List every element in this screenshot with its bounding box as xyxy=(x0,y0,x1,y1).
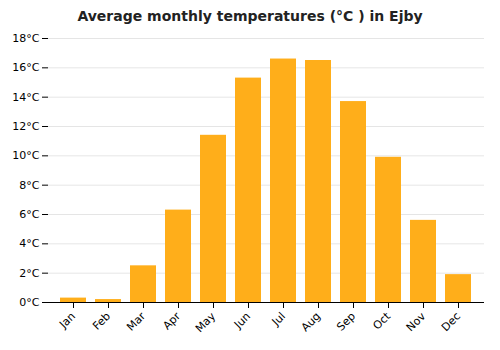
svg-text:14°C: 14°C xyxy=(12,91,39,104)
svg-text:Aug: Aug xyxy=(299,310,323,334)
svg-text:Jan: Jan xyxy=(56,310,78,332)
svg-text:May: May xyxy=(193,309,219,335)
svg-text:8°C: 8°C xyxy=(19,179,39,192)
html-text:Average monthly temperatures (: Average monthly temperatures (°C ) in Ej… xyxy=(77,8,423,24)
svg-text:Jul: Jul xyxy=(269,310,288,329)
svg-text:Mar: Mar xyxy=(124,309,148,333)
svg-text:6°C: 6°C xyxy=(19,208,39,221)
svg-text:Nov: Nov xyxy=(404,309,429,334)
svg-text:2°C: 2°C xyxy=(19,267,39,280)
svg-text:18°C: 18°C xyxy=(12,32,39,45)
svg-text:12°C: 12°C xyxy=(12,120,39,133)
svg-text:Sep: Sep xyxy=(334,310,358,334)
svg-text:Feb: Feb xyxy=(90,310,113,333)
svg-text:16°C: 16°C xyxy=(12,61,39,74)
svg-text:Dec: Dec xyxy=(439,310,463,334)
svg-text:4°C: 4°C xyxy=(19,237,39,250)
svg-text:0°C: 0°C xyxy=(19,296,39,309)
svg-text:10°C: 10°C xyxy=(12,149,39,162)
svg-text:Apr: Apr xyxy=(160,309,183,332)
svg-text:Jun: Jun xyxy=(231,310,253,332)
svg-text:Oct: Oct xyxy=(370,309,393,332)
